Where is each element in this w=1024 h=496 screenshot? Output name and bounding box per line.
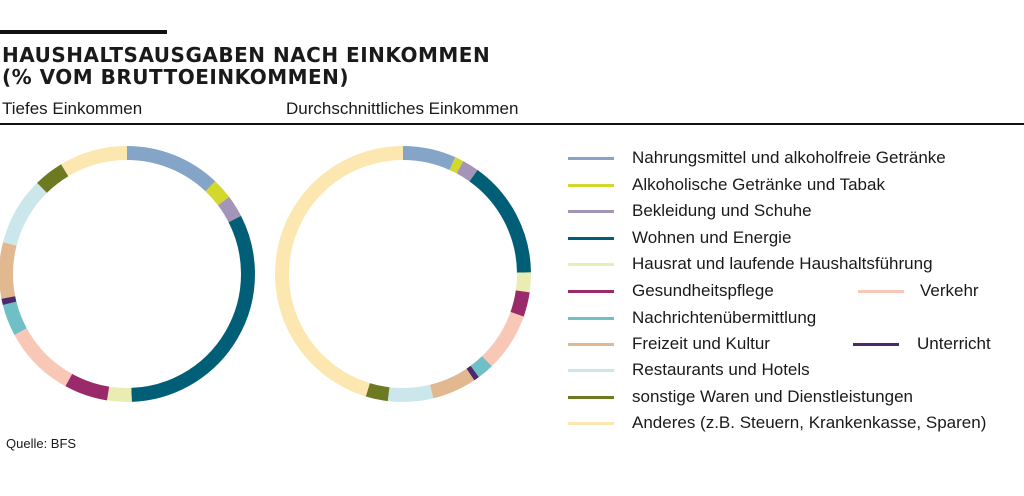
donut-segment [466, 365, 479, 381]
donut-segment [205, 181, 230, 206]
donut-segment [456, 161, 478, 182]
legend-label: Unterricht [917, 334, 991, 353]
donut-segment [515, 272, 531, 293]
donut-segment [469, 169, 531, 273]
legend-swatch [568, 237, 614, 240]
legend-swatch [568, 343, 614, 346]
donut-segment [2, 301, 27, 335]
donut-segment [126, 146, 216, 192]
donut-segment [481, 311, 524, 367]
donut-segment [275, 146, 404, 397]
legend-label: Wohnen und Energie [632, 228, 792, 247]
donut-segment [14, 328, 73, 387]
legend-swatch [568, 422, 614, 425]
donut-segment [510, 290, 530, 317]
legend-label: Freizeit und Kultur [632, 334, 770, 353]
donut-segment [217, 196, 242, 223]
donut-segment [449, 157, 464, 174]
legend-swatch [568, 210, 614, 213]
legend-swatch [568, 396, 614, 399]
chart-title: HAUSHALTSAUSGABEN NACH EINKOMMEN (% VOM … [2, 44, 490, 88]
donut-segment [3, 182, 48, 246]
legend-swatch [568, 317, 614, 320]
legend-swatch [568, 369, 614, 372]
donut-average-income [275, 146, 531, 402]
legend-label: sonstige Waren und Dienstleistungen [632, 387, 913, 406]
donut-segment [131, 215, 255, 402]
chart-title-line2: (% VOM BRUTTOEINKOMMEN) [2, 65, 350, 89]
donut-segment [402, 146, 456, 171]
legend-swatch [568, 184, 614, 187]
donut-segment [470, 356, 492, 378]
donut-segment [0, 242, 17, 299]
legend-swatch [568, 263, 614, 266]
top-accent-bar [0, 30, 167, 34]
legend-label: Anderes (z.B. Steuern, Krankenkasse, Spa… [632, 413, 987, 432]
legend-label: Nachrichtenübermittlung [632, 308, 817, 327]
chart-title-line1: HAUSHALTSAUSGABEN NACH EINKOMMEN [2, 43, 491, 67]
donut-segment [429, 368, 475, 399]
legend-swatch [568, 290, 614, 293]
legend-label: Nahrungsmittel und alkoholfreie Getränke [632, 148, 946, 167]
source-note: Quelle: BFS [6, 436, 77, 451]
legend-swatch [853, 343, 899, 346]
legend-label: Verkehr [920, 281, 979, 300]
donut-charts [0, 146, 531, 402]
donut-segment [37, 164, 69, 194]
donut-segment [65, 373, 110, 401]
donut-segment [387, 384, 434, 402]
legend-label: Gesundheitspflege [632, 281, 774, 300]
donut-segment [365, 383, 390, 402]
donut-segment [1, 296, 17, 306]
donut-segment [106, 386, 132, 402]
header-rule [0, 123, 1024, 125]
legend-swatch [568, 157, 614, 160]
legend-label: Restaurants und Hotels [632, 360, 810, 379]
donut-label-average-income: Durchschnittliches Einkommen [286, 99, 519, 118]
donut-segment [61, 146, 128, 177]
donut-label-low-income: Tiefes Einkommen [2, 99, 143, 118]
legend-label: Alkoholische Getränke und Tabak [632, 175, 885, 194]
donut-low-income [0, 146, 255, 402]
legend-swatch [858, 290, 904, 293]
legend-label: Bekleidung und Schuhe [632, 201, 812, 220]
legend-label: Hausrat und laufende Haushaltsführung [632, 254, 933, 273]
